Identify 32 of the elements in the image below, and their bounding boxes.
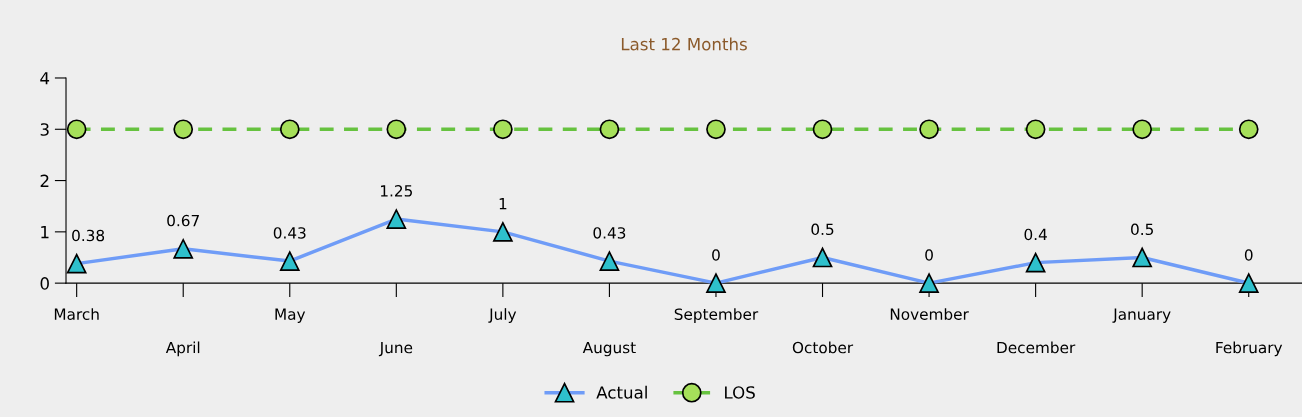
legend-label: LOS bbox=[725, 386, 755, 399]
data-label: 0 bbox=[712, 249, 720, 261]
x-tick-label: April bbox=[165, 341, 200, 357]
data-label: 1 bbox=[499, 198, 507, 210]
y-tick-label: 4 bbox=[40, 72, 50, 85]
y-tick-label: 0 bbox=[40, 277, 49, 290]
chart-title: Last 12 Months bbox=[621, 37, 747, 51]
x-tick-label: December bbox=[997, 341, 1076, 354]
data-label: 0 bbox=[925, 249, 933, 261]
y-tick-label: 3 bbox=[40, 123, 49, 136]
data-label: 0 bbox=[1244, 249, 1253, 261]
x-tick-label: July bbox=[488, 308, 517, 323]
legend-label: Actual bbox=[596, 385, 647, 399]
x-tick-label: August bbox=[582, 341, 636, 357]
data-label: 0.67 bbox=[167, 214, 199, 227]
x-tick-label: February bbox=[1216, 341, 1283, 357]
y-tick-label: 2 bbox=[40, 174, 49, 187]
x-tick-label: March bbox=[54, 308, 99, 320]
data-label: 0.5 bbox=[811, 223, 834, 236]
x-tick-label: October bbox=[792, 341, 854, 354]
data-label: 0.4 bbox=[1024, 228, 1047, 241]
x-tick-label: September bbox=[674, 308, 759, 323]
data-label: 1.25 bbox=[380, 185, 412, 197]
x-tick-label: June bbox=[378, 341, 413, 357]
data-label: 0.43 bbox=[273, 227, 306, 239]
x-tick-label: January bbox=[1112, 308, 1171, 323]
data-label: 0.5 bbox=[1131, 223, 1153, 236]
data-label: 0.43 bbox=[593, 227, 626, 239]
y-tick-label: 1 bbox=[41, 226, 49, 239]
x-tick-label: November bbox=[890, 308, 969, 320]
x-tick-label: May bbox=[275, 308, 306, 323]
data-label: 0.38 bbox=[72, 229, 105, 242]
